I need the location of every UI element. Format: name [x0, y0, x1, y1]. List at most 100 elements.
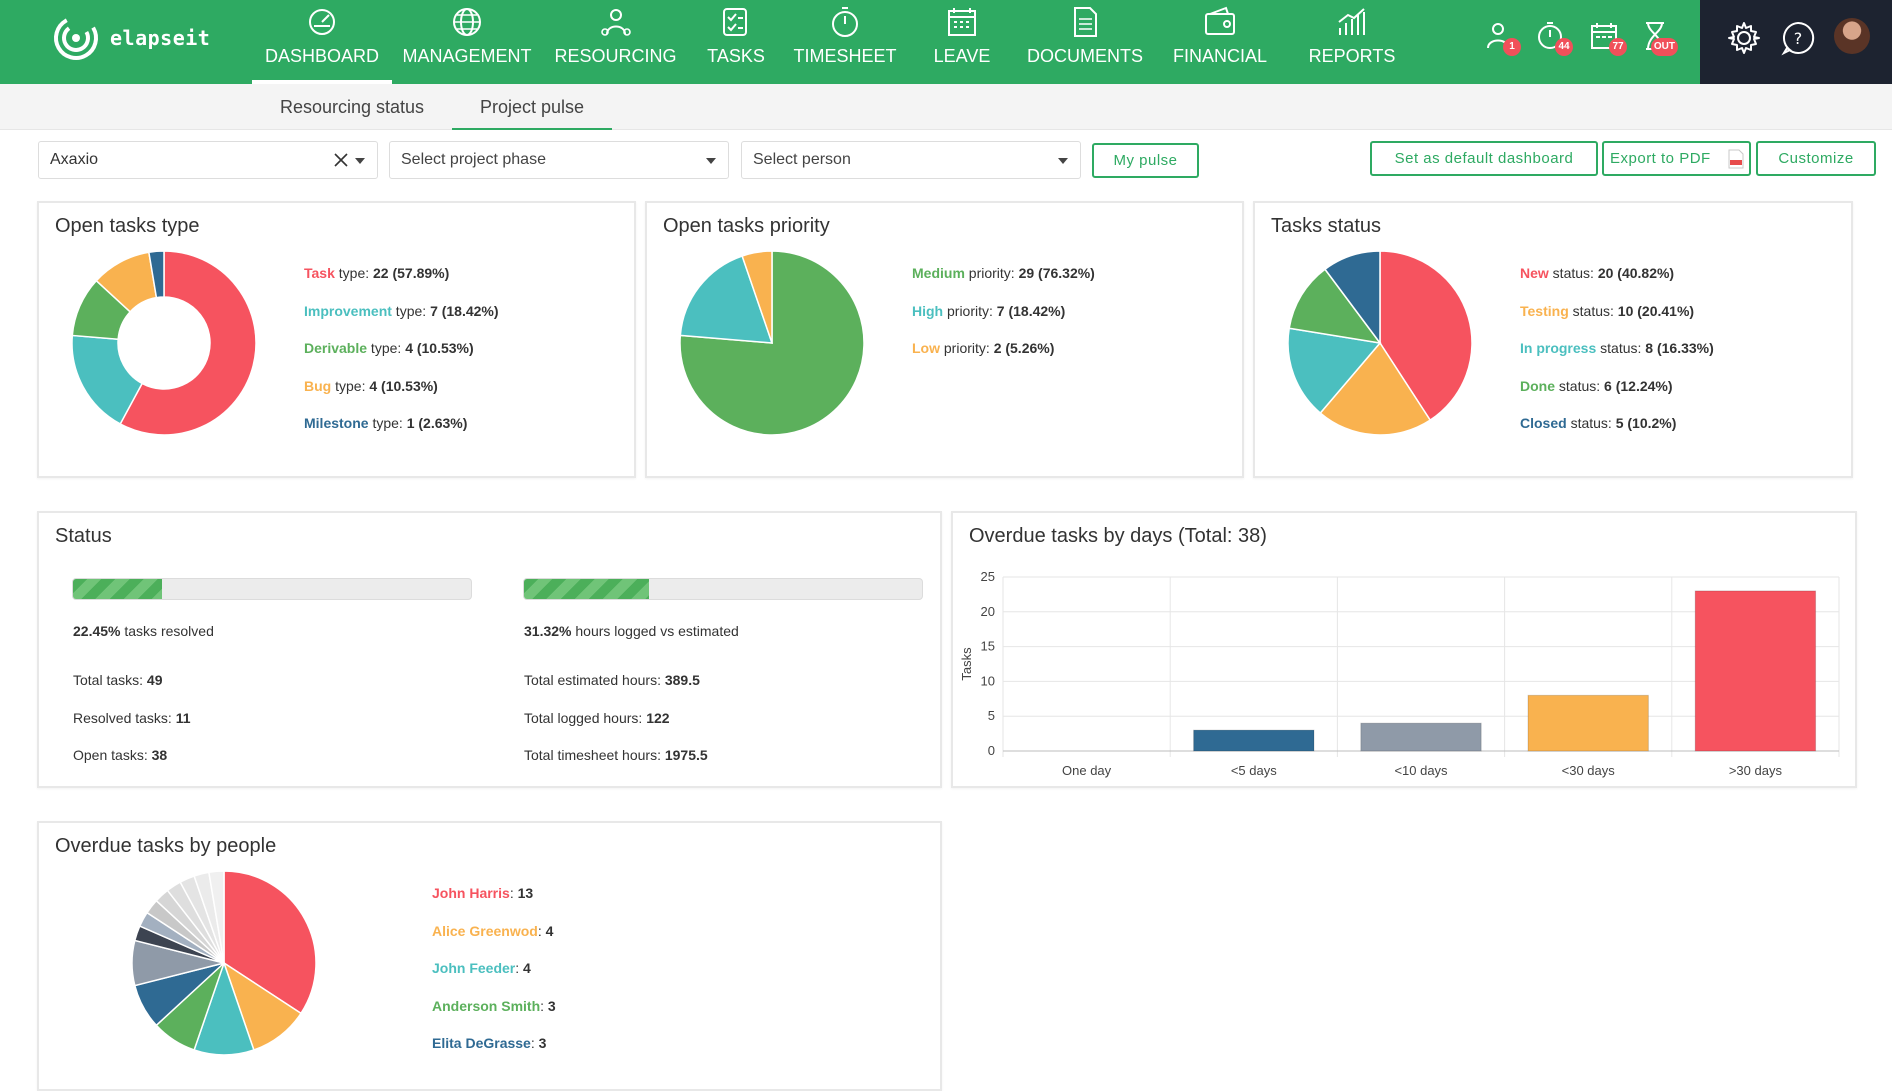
project-phase-select[interactable]: Select project phase: [389, 141, 729, 179]
bar[interactable]: [1527, 694, 1649, 752]
legend-label: Task: [304, 265, 335, 281]
reports-icon: [1338, 8, 1365, 35]
overdue-days-bar-chart: 0 5 10 15 20 25 Tasks One day <5 days <10 days <30…: [959, 569, 1840, 778]
open-tasks-priority-slice[interactable]: [741, 250, 773, 344]
legend-suffix: status:: [1568, 302, 1618, 319]
nav-label: MANAGEMENT: [402, 46, 532, 66]
stat-row: Total timesheet hours: 1975.5: [524, 747, 708, 763]
overdue-people-slice[interactable]: [207, 870, 225, 964]
open-tasks-priority-card: Open tasks priority Medium priority: 29 …: [645, 201, 1244, 478]
stat-row: Total logged hours: 122: [524, 710, 670, 726]
tab-project-pulse[interactable]: Project pulse: [452, 84, 612, 130]
notification-timer[interactable]: 44: [1535, 20, 1573, 56]
open-tasks-type-legend-item: Improvement type: 7 (18.42%): [304, 303, 499, 341]
y-tick-label: 0: [988, 743, 995, 758]
legend-value: 29 (76.32%): [1018, 265, 1095, 281]
stat-label: Total logged hours:: [524, 709, 647, 726]
dashboard-icon: [309, 9, 335, 35]
my-pulse-button[interactable]: My pulse: [1092, 143, 1199, 178]
overdue-people-legend-item: Elita DeGrasse: 3: [432, 1035, 556, 1073]
nav-management[interactable]: MANAGEMENT: [392, 0, 542, 84]
brand-logo[interactable]: elapseit: [52, 14, 210, 62]
notification-hourglass[interactable]: OUT: [1640, 20, 1678, 56]
tasks-status-legend-item: Done status: 6 (12.24%): [1520, 378, 1714, 416]
open-tasks-priority-legend-item: High priority: 7 (18.42%): [912, 303, 1095, 341]
open-tasks-priority-legend: Medium priority: 29 (76.32%) High priorit…: [912, 265, 1095, 378]
bar[interactable]: [1360, 722, 1482, 752]
nav-label: DASHBOARD: [264, 46, 380, 66]
legend-suffix: :: [537, 922, 546, 939]
export-pdf-button[interactable]: Export to PDF: [1602, 141, 1751, 176]
y-axis-label: Tasks: [959, 647, 974, 681]
tasks-status-slice[interactable]: [1288, 268, 1382, 345]
notification-calendar-alert[interactable]: 77: [1589, 20, 1627, 56]
open-tasks-priority-slice[interactable]: [679, 250, 865, 436]
legend-value: 22 (57.89%): [373, 265, 450, 281]
y-tick-label: 5: [988, 708, 995, 723]
settings-gear-icon[interactable]: [1726, 20, 1762, 56]
elapseit-logo-icon: [54, 16, 98, 60]
card-title: Open tasks type: [55, 215, 200, 237]
nav-tasks[interactable]: TASKS: [686, 0, 786, 84]
set-default-dashboard-button[interactable]: Set as default dashboard: [1370, 141, 1598, 176]
legend-value: 3: [547, 997, 556, 1014]
card-title: Open tasks priority: [663, 215, 830, 237]
y-tick-label: 10: [981, 673, 995, 688]
overdue-tasks-by-people-card: Overdue tasks by people John Harris: 13 A…: [37, 821, 942, 1091]
tasks-status-legend: New status: 20 (40.82%) Testing status: 1…: [1520, 265, 1714, 453]
nav-timesheet[interactable]: TIMESHEET: [786, 0, 904, 84]
legend-suffix: status:: [1596, 340, 1646, 356]
tasks-status-legend-item: New status: 20 (40.82%): [1520, 265, 1714, 303]
open-tasks-priority-pie: [679, 250, 865, 436]
tasks-status-slice[interactable]: [1287, 327, 1382, 415]
legend-label: John Harris: [432, 885, 510, 901]
tasks-status-slice[interactable]: [1323, 250, 1381, 346]
nav-leave[interactable]: LEAVE: [914, 0, 1010, 84]
x-tick-label: <10 days: [1394, 763, 1448, 778]
overdue-people-legend-item: Alice Greenwod: 4: [432, 923, 556, 961]
nav-documents[interactable]: DOCUMENTS: [1010, 0, 1160, 84]
tasks-status-slice[interactable]: [1319, 341, 1432, 436]
open-tasks-type-slice[interactable]: [148, 250, 165, 299]
nav-label: FINANCIAL: [1172, 46, 1268, 66]
legend-value: 6 (12.24%): [1604, 377, 1673, 394]
stat-row: Open tasks: 38: [73, 747, 167, 763]
tab-resourcing-status[interactable]: Resourcing status: [279, 97, 425, 117]
project-select[interactable]: Axaxio: [38, 141, 378, 179]
stat-label: Total estimated hours:: [524, 672, 665, 688]
chevron-down-icon: [355, 158, 365, 164]
legend-value: 5 (10.2%): [1615, 415, 1677, 431]
person-select[interactable]: Select person: [741, 141, 1081, 179]
open-tasks-type-legend-item: Task type: 22 (57.89%): [304, 265, 499, 303]
legend-label: Testing: [1520, 302, 1569, 319]
open-tasks-type-slice[interactable]: [119, 250, 257, 436]
legend-value: 4: [545, 922, 554, 939]
open-tasks-type-legend: Task type: 22 (57.89%) Improvement type: …: [304, 265, 499, 453]
nav-resourcing[interactable]: RESOURCING: [545, 0, 686, 84]
brand-name: elapseit: [110, 26, 211, 50]
clear-icon[interactable]: [333, 152, 349, 168]
x-tick-label: <30 days: [1562, 763, 1616, 778]
nav-reports[interactable]: REPORTS: [1297, 0, 1407, 84]
legend-suffix: status:: [1555, 377, 1605, 394]
user-avatar[interactable]: [1834, 18, 1870, 54]
open-tasks-type-legend-item: Milestone type: 1 (2.63%): [304, 415, 499, 453]
notification-person-alert[interactable]: 1: [1483, 20, 1521, 56]
help-icon[interactable]: ?: [1780, 20, 1816, 56]
legend-suffix: type:: [334, 265, 374, 281]
nav-financial[interactable]: FINANCIAL: [1160, 0, 1280, 84]
legend-label: Done: [1520, 377, 1555, 394]
globe-icon: [453, 8, 481, 36]
nav-dashboard[interactable]: DASHBOARD: [252, 0, 392, 84]
nav-label: TASKS: [707, 46, 765, 66]
nav-label: DOCUMENTS: [1027, 46, 1143, 66]
stat-label: Resolved tasks:: [73, 709, 176, 726]
project-select-value: Axaxio: [50, 151, 99, 168]
open-tasks-type-legend-item: Derivable type: 4 (10.53%): [304, 340, 499, 378]
bar[interactable]: [1193, 729, 1315, 752]
bar[interactable]: [1694, 590, 1817, 752]
stat-label: Total timesheet hours:: [524, 747, 665, 763]
customize-button[interactable]: Customize: [1756, 141, 1876, 176]
pdf-file-icon: [1728, 149, 1744, 169]
overdue-tasks-by-days-card: Overdue tasks by days (Total: 38) 0 5 10 15…: [951, 511, 1857, 788]
